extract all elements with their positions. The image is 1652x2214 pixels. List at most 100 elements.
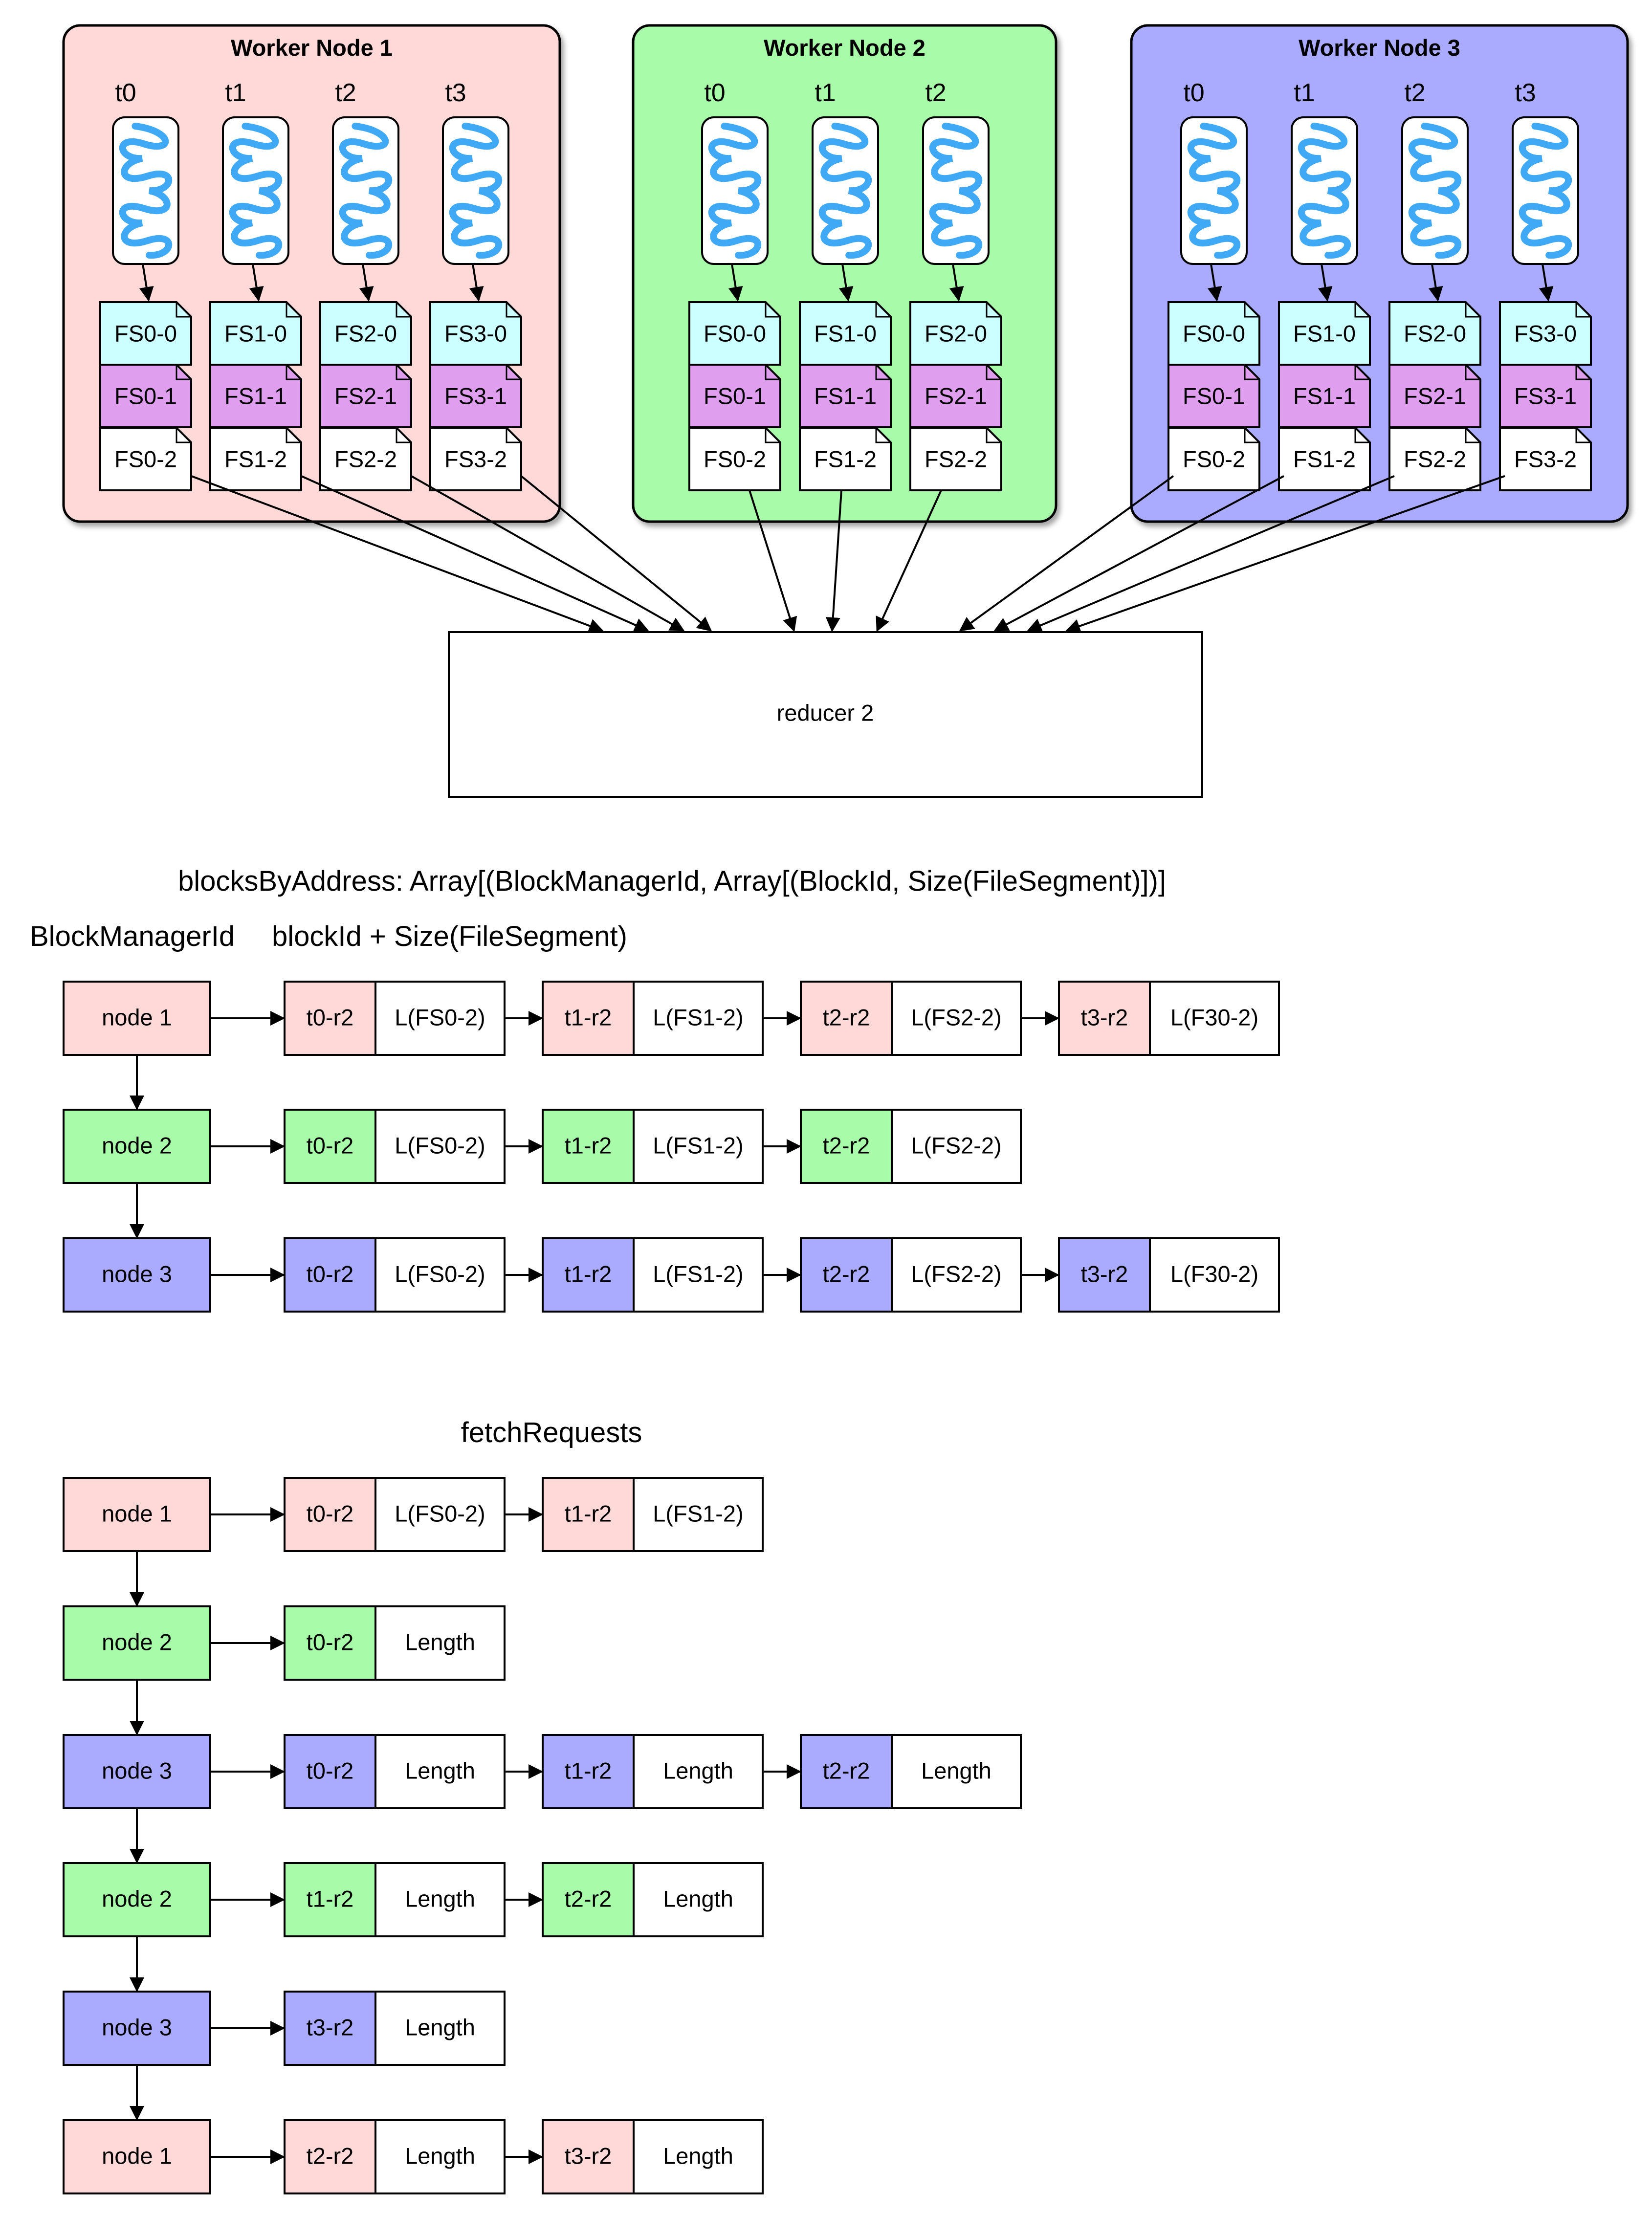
block-size-label: Length	[663, 1885, 733, 1911]
block-id-box	[800, 1109, 893, 1184]
shuffle-arrow	[301, 475, 649, 632]
block-manager-box	[63, 1734, 211, 1809]
file-segment-label: FS3-0	[1514, 320, 1577, 346]
fetch-requests-title: fetchRequests	[461, 1417, 642, 1448]
file-segment-fs0-1: FS0-1	[688, 364, 781, 428]
file-segment-box	[688, 427, 781, 491]
block-id-box	[284, 1991, 376, 2066]
file-segment-fs1-0: FS1-0	[209, 301, 302, 366]
list-row: node 2 t0-r2 L(FS0-2) t1-r2 L(FS1-2) t2-r2 L(F…	[63, 1109, 1022, 1239]
file-segment-label: FS3-1	[444, 383, 507, 409]
block-manager-label: node 2	[102, 1629, 172, 1655]
file-segment-box	[909, 364, 1002, 428]
file-fold-icon	[286, 428, 301, 443]
thread-label: t0	[115, 79, 136, 107]
block-manager-label: node 1	[102, 1500, 172, 1526]
file-fold-icon	[1244, 428, 1259, 443]
file-segment-box	[1499, 301, 1592, 366]
file-segment-label: FS0-2	[114, 446, 177, 472]
file-segment-label: FS1-2	[1293, 446, 1356, 472]
thread-t0: t0 FS0-0 FS0-1 FS0-2	[1167, 79, 1260, 491]
block-id-label: t2-r2	[823, 1004, 870, 1030]
thread-to-file-arrow	[728, 263, 743, 302]
block-entry: t1-r2 L(FS1-2)	[542, 1477, 764, 1552]
file-fold-icon	[506, 365, 521, 380]
thread-t2: t2 FS2-0 FS2-1 FS2-2	[1388, 79, 1481, 491]
block-size-box	[891, 1237, 1022, 1313]
worker-node-3: Worker Node 3 t0 FS0-0 FS0-1 FS0-2 t1 FS1-0 FS1…	[1130, 24, 1629, 523]
block-manager-box	[63, 1237, 211, 1313]
block-size-label: L(FS1-2)	[653, 1261, 743, 1287]
block-id-box	[284, 1237, 376, 1313]
thread-label: t0	[704, 79, 725, 107]
block-id-label: t2-r2	[565, 1885, 612, 1911]
thread-label: t1	[1294, 79, 1315, 107]
block-id-label: t1-r2	[565, 1757, 612, 1783]
file-segment-label: FS0-0	[114, 320, 177, 346]
block-id-label: t2-r2	[307, 2143, 354, 2169]
block-entry: t1-r2 L(FS1-2)	[542, 981, 801, 1056]
file-segment-fs1-2: FS1-2	[209, 427, 302, 491]
block-size-box	[633, 1734, 764, 1809]
file-segment-box	[1167, 364, 1260, 428]
block-entry: t2-r2 Length	[542, 1862, 764, 1937]
thread-label: t3	[445, 79, 466, 107]
block-entry: t3-r2 Length	[542, 2119, 764, 2194]
file-segment-fs3-2: FS3-2	[1499, 427, 1592, 491]
file-segment-fs1-1: FS1-1	[799, 364, 892, 428]
block-size-label: L(FS1-2)	[653, 1132, 743, 1158]
block-id-label: t3-r2	[1081, 1004, 1128, 1030]
block-id-label: t0-r2	[307, 1629, 354, 1655]
thread-wave-icon	[929, 123, 983, 259]
thread-to-file-arrow	[469, 263, 484, 302]
reducer-box	[448, 631, 1203, 798]
thread-t3: t3 FS3-0 FS3-1 FS3-2	[429, 79, 522, 491]
block-size-label: L(F30-2)	[1170, 1004, 1258, 1030]
list-row: node 1 t2-r2 Length t3-r2 Length	[63, 2119, 764, 2194]
file-fold-icon	[765, 365, 780, 380]
thread-t3: t3 FS3-0 FS3-1 FS3-2	[1499, 79, 1592, 491]
block-size-box	[374, 1734, 506, 1809]
block-size-label: L(FS1-2)	[653, 1004, 743, 1030]
list-row: node 3 t0-r2 Length t1-r2 Length t2-r2 Length	[63, 1734, 1022, 1863]
block-size-box	[891, 1734, 1022, 1809]
file-fold-icon	[1354, 428, 1370, 443]
block-id-label: t2-r2	[823, 1132, 870, 1158]
block-size-box	[374, 1237, 506, 1313]
block-manager-label: node 1	[102, 1004, 172, 1030]
block-entry: t2-r2 Length	[284, 2119, 543, 2194]
file-segment-box	[1278, 364, 1371, 428]
block-id-label: t0-r2	[307, 1757, 354, 1783]
thread-t1: t1 FS1-0 FS1-1 FS1-2	[209, 79, 302, 491]
fetch-requests-list: node 1 t0-r2 L(FS0-2) t1-r2 L(FS1-2) node 2 t0…	[63, 1477, 1022, 2194]
block-entry: t2-r2 Length	[800, 1734, 1022, 1809]
file-segment-box	[429, 427, 522, 491]
block-id-box	[542, 1734, 635, 1809]
file-fold-icon	[986, 428, 1001, 443]
block-id-label: t3-r2	[1081, 1261, 1128, 1287]
block-id-box	[1058, 1237, 1151, 1313]
file-segment-fs0-1: FS0-1	[99, 364, 192, 428]
thread-to-file-arrow	[949, 263, 964, 302]
file-fold-icon	[396, 428, 411, 443]
file-segment-box	[99, 301, 192, 366]
thread-to-file-arrow	[1428, 263, 1443, 302]
shuffle-arrow	[1065, 475, 1505, 634]
worker-node-title: Worker Node 2	[764, 35, 925, 61]
file-segment-fs3-1: FS3-1	[429, 364, 522, 428]
file-segment-fs2-1: FS2-1	[1388, 364, 1481, 428]
block-manager-box	[63, 1109, 211, 1184]
block-size-label: L(FS0-2)	[395, 1500, 485, 1526]
file-segment-fs0-0: FS0-0	[99, 301, 192, 366]
thread-label: t3	[1515, 79, 1536, 107]
shuffle-arrows	[191, 475, 1505, 634]
block-id-label: t1-r2	[565, 1261, 612, 1287]
thread-wave-icon	[229, 123, 283, 259]
block-id-box	[542, 981, 635, 1056]
file-segment-fs3-0: FS3-0	[1499, 301, 1592, 366]
block-size-box	[633, 1237, 764, 1313]
block-size-label: L(FS2-2)	[911, 1261, 1001, 1287]
file-fold-icon	[765, 302, 780, 318]
file-fold-icon	[506, 428, 521, 443]
thread-to-file-arrow	[1539, 263, 1554, 302]
